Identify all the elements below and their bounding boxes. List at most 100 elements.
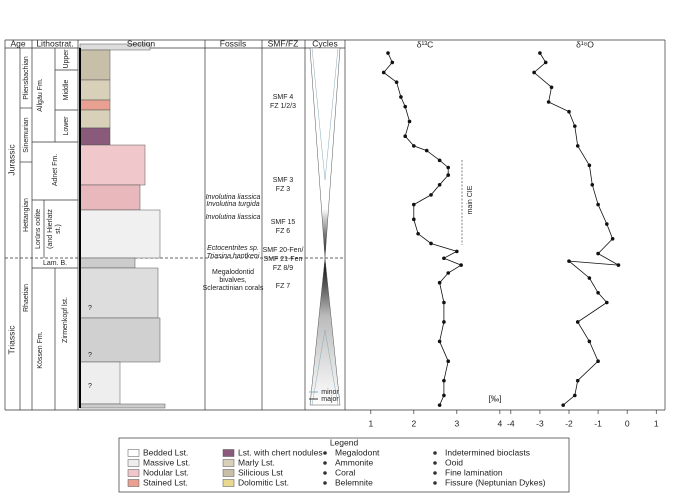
legend-swatch: [222, 449, 235, 457]
member-label: Middle: [63, 80, 70, 101]
x-tick-label: -4: [507, 418, 515, 428]
legend-entry: Fissure (Neptunian Dykes): [445, 477, 546, 487]
legend-entry: Silicious Lst: [238, 467, 284, 477]
x-tick-label: -1: [594, 418, 602, 428]
data-point: [596, 291, 600, 295]
legend-symbol: [323, 471, 327, 475]
section-column: [79, 43, 166, 409]
data-point: [596, 251, 600, 256]
data-point: [399, 95, 403, 99]
data-point: [446, 271, 451, 275]
data-point: [390, 60, 395, 65]
section-bed: [79, 127, 111, 146]
x-tick-label: 1: [368, 418, 373, 428]
legend-swatch: [127, 469, 140, 477]
legend-swatch: [127, 479, 140, 487]
legend-swatch: [222, 479, 235, 487]
legend-entry: Marly Lst.: [238, 457, 275, 467]
facies-label: SMF 20-Fen/: [263, 247, 304, 254]
cycles-legend: minor: [321, 389, 339, 396]
data-point: [442, 393, 446, 398]
data-point: [575, 144, 580, 148]
data-point: [561, 403, 565, 407]
data-point: [403, 134, 408, 138]
data-point: [446, 173, 451, 177]
legend-symbol: [433, 451, 437, 455]
data-point: [446, 165, 451, 170]
fossil-label: Triasina hantkeni: [207, 253, 260, 260]
facies-label: FZ 1/2/3: [270, 103, 296, 110]
data-point: [605, 300, 609, 305]
data-point: [587, 339, 592, 344]
data-point: [546, 100, 551, 104]
data-point: [416, 231, 420, 236]
x-tick-label: -3: [536, 418, 544, 428]
section-bed: [79, 267, 159, 319]
data-point: [587, 163, 592, 168]
facies-label: SMF 4: [273, 94, 294, 101]
data-point: [429, 193, 433, 197]
data-point: [442, 300, 446, 305]
data-point: [442, 378, 446, 383]
cycles-legend: major: [321, 396, 339, 403]
column-frame: [4, 39, 666, 493]
period-label: Jurassic: [6, 144, 16, 176]
facies-label: FZ 6: [276, 228, 290, 235]
data-point: [616, 263, 621, 267]
isotope-curve: [383, 52, 462, 406]
formation-label: (and Hierlatz: [47, 209, 54, 249]
section-bed: [79, 79, 111, 101]
x-tick-label: 3: [454, 418, 459, 428]
data-point: [442, 256, 446, 261]
stage-label: Sinemurian: [23, 117, 30, 153]
data-point: [610, 237, 615, 241]
section-bed: [79, 109, 111, 129]
section-mark: ?: [88, 383, 92, 390]
data-point: [575, 320, 580, 324]
column-header: Cycles: [312, 38, 338, 48]
member-label: Upper: [63, 49, 70, 69]
stage-label: Hettangian: [23, 198, 30, 232]
data-point: [543, 60, 548, 65]
data-point: [596, 359, 600, 364]
data-point: [412, 217, 416, 222]
chart-title: δ¹³C: [417, 39, 434, 49]
legend-swatch: [127, 459, 140, 467]
data-point: [386, 51, 390, 55]
column-header: Lithostrat.: [36, 38, 73, 48]
legend-entry: Ammonite: [335, 457, 374, 467]
member-label: Lower: [63, 116, 70, 136]
stage-label: Pliensbachian: [23, 56, 30, 100]
legend-entry: Bedded Lst.: [143, 447, 188, 457]
data-point: [437, 403, 442, 407]
facies-label: FZ 8/9: [273, 265, 293, 272]
section-bed: [79, 99, 111, 111]
legend-symbol: [323, 481, 327, 485]
legend-entry: Dolomitic Lst.: [238, 477, 289, 487]
legend-swatches: [127, 449, 437, 487]
data-point: [412, 144, 416, 148]
formation-label: Allgäu Fm.: [37, 78, 44, 112]
legend-swatch: [127, 449, 140, 457]
data-point: [424, 148, 429, 153]
data-point: [437, 158, 442, 163]
section-mark: ?: [88, 305, 92, 312]
section-bed: [79, 209, 161, 259]
section-bed: [79, 49, 111, 81]
legend-entry: Nodular Lst.: [143, 467, 189, 477]
legend-symbol: [433, 461, 437, 465]
section-mark: ?: [88, 352, 92, 359]
section-bed: [79, 361, 121, 405]
data-point: [573, 124, 577, 128]
x-tick-label: 2: [411, 418, 416, 428]
fossil-label: Ectocentrites sp.: [207, 245, 259, 252]
data-point: [459, 263, 463, 267]
formation-label: Zirmenkopf lst.: [62, 297, 69, 343]
section-bed: [79, 403, 166, 409]
legend-swatch: [222, 469, 235, 477]
x-tick-label: 1: [654, 418, 659, 428]
data-point: [437, 183, 442, 187]
formation-label: Adnet Fm.: [52, 154, 59, 186]
data-point: [532, 70, 536, 75]
